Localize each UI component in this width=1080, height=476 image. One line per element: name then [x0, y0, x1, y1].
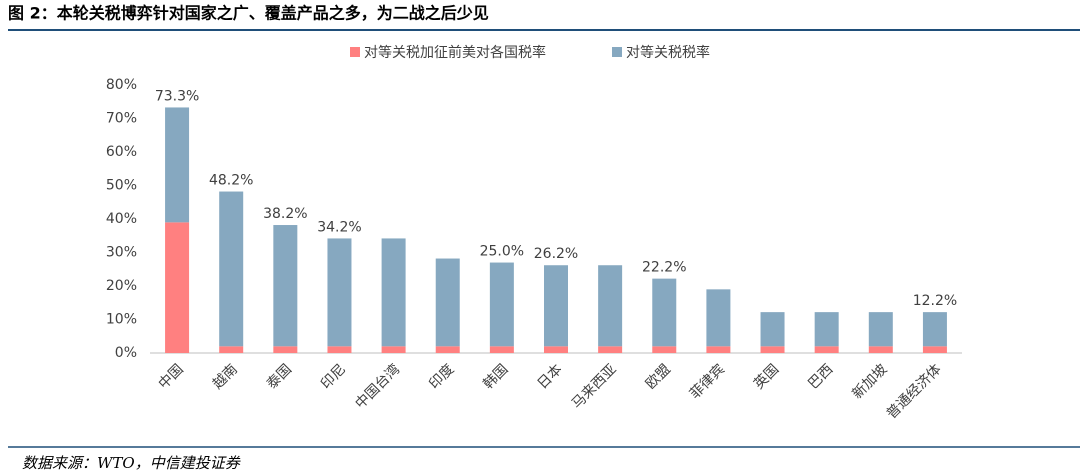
data-label: 12.2%: [913, 293, 957, 309]
legend-label: 对等关税加征前美对各国税率: [364, 44, 546, 61]
bar-segment: [165, 222, 190, 353]
x-tick-label: 巴西: [805, 361, 836, 392]
bar-segment: [327, 346, 352, 353]
data-label: 38.2%: [263, 206, 307, 222]
x-tick-label: 欧盟: [643, 361, 674, 392]
x-tick-label: 中国: [156, 361, 187, 392]
chart-title: 图 2：本轮关税博弈针对国家之广、覆盖产品之多，为二战之后少见: [8, 4, 489, 23]
x-tick-label: 印尼: [318, 361, 349, 392]
data-label: 25.0%: [480, 244, 524, 260]
legend-swatch: [350, 47, 360, 57]
bar-segment: [706, 289, 731, 347]
x-tick-label: 日本: [535, 361, 566, 392]
x-tick-label: 马来西亚: [569, 361, 620, 412]
bar-segment: [598, 346, 623, 353]
x-tick-label: 泰国: [264, 361, 295, 392]
bar-segment: [814, 346, 839, 353]
x-tick-label: 韩国: [480, 361, 511, 392]
data-label: 48.2%: [209, 173, 253, 189]
bar-segment: [273, 346, 298, 353]
x-tick-label: 中国台湾: [352, 361, 404, 413]
x-tick-label: 普通经济体: [884, 361, 945, 422]
y-tick-label: 60%: [106, 144, 137, 160]
bar-segment: [489, 346, 514, 353]
legend-label: 对等关税税率: [626, 44, 710, 61]
bar-segment: [219, 191, 244, 347]
x-tick-label: 印度: [426, 361, 457, 392]
bar-segment: [273, 225, 298, 347]
x-tick-label: 菲律宾: [687, 361, 728, 402]
y-tick-label: 40%: [106, 211, 137, 227]
bar-segment: [381, 346, 406, 353]
legend-swatch: [612, 47, 622, 57]
x-tick-label: 英国: [750, 361, 782, 393]
bar-segment: [760, 312, 785, 347]
bar-segment: [706, 346, 731, 353]
bar-segment: [435, 346, 460, 353]
y-tick-label: 10%: [106, 312, 137, 328]
y-tick-label: 70%: [106, 111, 137, 127]
y-tick-label: 30%: [106, 245, 137, 261]
bar-segment: [868, 312, 893, 347]
y-tick-label: 20%: [106, 278, 137, 294]
x-tick-label: 新加坡: [849, 361, 890, 402]
y-tick-label: 80%: [106, 77, 137, 93]
data-label: 22.2%: [642, 260, 686, 276]
bar-segment: [327, 238, 352, 347]
bar-segment: [598, 265, 623, 347]
bar-segment: [922, 312, 947, 347]
bar-segment: [489, 262, 514, 347]
bar-segment: [868, 346, 893, 353]
bar-segment: [165, 107, 190, 223]
source: 数据来源：WTO，中信建投证券: [22, 454, 241, 472]
bar-segment: [814, 312, 839, 347]
bar-segment: [435, 258, 460, 347]
bar-segment: [219, 346, 244, 353]
bar-segment: [544, 346, 568, 353]
bar-segment: [544, 265, 568, 347]
y-tick-label: 50%: [106, 178, 137, 194]
data-label: 34.2%: [317, 219, 361, 235]
x-tick-label: 越南: [210, 361, 241, 392]
bar-segment: [760, 346, 785, 353]
y-tick-label: 0%: [115, 345, 137, 361]
bar-segment: [922, 346, 947, 353]
bar-segment: [652, 278, 677, 347]
data-label: 26.2%: [534, 246, 578, 262]
data-label: 73.3%: [155, 88, 199, 104]
bar-segment: [381, 238, 406, 347]
bar-segment: [652, 346, 677, 353]
